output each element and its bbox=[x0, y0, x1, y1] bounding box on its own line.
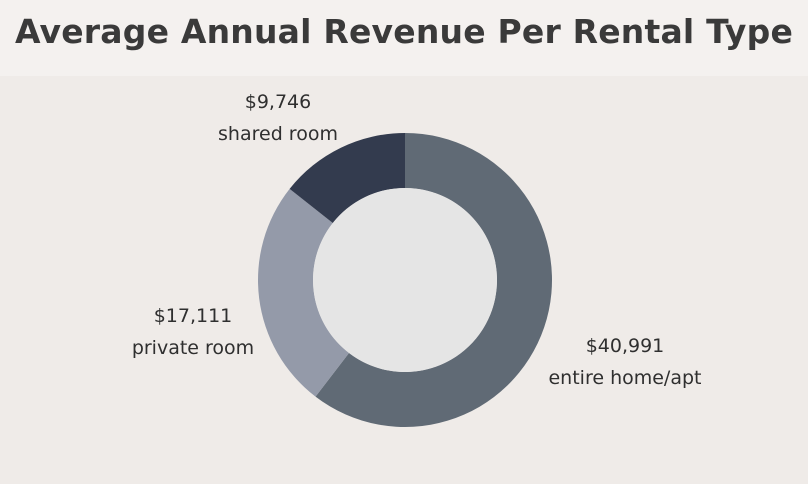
slice-category-label: shared room bbox=[218, 123, 338, 145]
slice-category-label: entire home/apt bbox=[548, 367, 701, 389]
donut-slice-shared-room bbox=[289, 133, 405, 223]
donut-chart: $40,991 entire home/apt $17,111 private roo… bbox=[0, 76, 808, 480]
donut-center bbox=[313, 188, 497, 372]
slice-category-label: private room bbox=[132, 337, 254, 359]
donut-slice-entire-home-apt bbox=[315, 133, 553, 428]
slice-value-label: $9,746 bbox=[245, 91, 311, 113]
title-bar: Average Annual Revenue Per Rental Type bbox=[0, 0, 808, 76]
donut-chart-svg: $40,991 entire home/apt $17,111 private roo… bbox=[132, 91, 702, 428]
donut-slice-private-room bbox=[257, 188, 349, 397]
slice-value-label: $17,111 bbox=[154, 305, 233, 327]
slice-value-label: $40,991 bbox=[586, 335, 665, 357]
chart-title: Average Annual Revenue Per Rental Type bbox=[14, 12, 794, 51]
